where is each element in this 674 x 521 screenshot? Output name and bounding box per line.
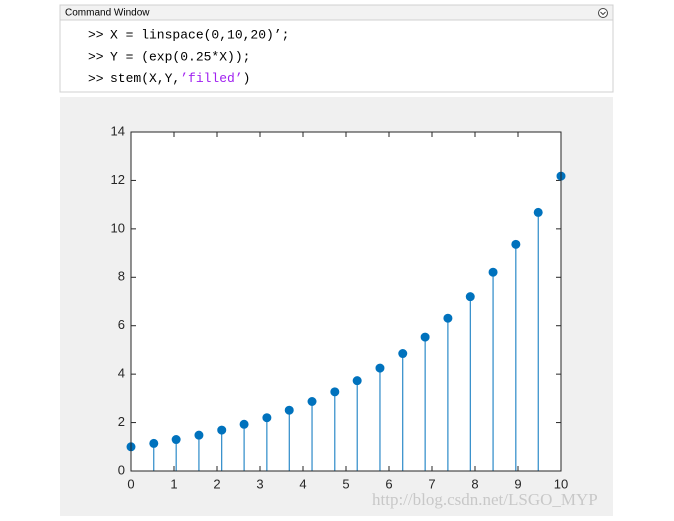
y-tick-label: 12: [111, 172, 125, 187]
stem-marker: [488, 267, 498, 277]
stem-marker: [239, 419, 249, 429]
x-tick-label: 6: [385, 476, 392, 491]
stem-marker: [171, 435, 181, 445]
stem-marker: [352, 376, 362, 386]
prompt: >>: [88, 71, 104, 86]
stem-marker: [420, 332, 430, 342]
command-window-header: [59, 4, 614, 21]
x-tick-label: 1: [170, 476, 177, 491]
prompt: >>: [88, 27, 104, 42]
command-window-title: Command Window: [65, 8, 150, 19]
menu-button[interactable]: [598, 8, 608, 18]
y-tick-label: 8: [118, 269, 125, 284]
stem-marker: [398, 349, 408, 359]
code: stem(X,Y,: [110, 71, 180, 86]
prompt: >>: [88, 49, 104, 64]
stem-marker: [330, 387, 340, 397]
code: ): [243, 71, 251, 86]
y-tick-label: 10: [111, 220, 125, 235]
code-string: ’filled’: [180, 71, 242, 86]
x-tick-label: 5: [342, 476, 349, 491]
stem-marker: [443, 313, 453, 323]
code: X = linspace(0,10,20)’;: [110, 27, 289, 42]
stem-marker: [533, 207, 543, 217]
code-line: stem(X,Y,’filled’): [110, 71, 250, 86]
stem-marker: [375, 363, 385, 373]
stem-marker: [284, 405, 294, 415]
stem-marker: [262, 413, 272, 423]
menu-arrow: [600, 11, 606, 16]
stem-marker: [465, 292, 475, 302]
stem-marker: [149, 438, 159, 448]
x-tick-label: 2: [213, 476, 220, 491]
stem-marker: [217, 425, 227, 435]
x-tick-label: 7: [428, 476, 435, 491]
x-tick-label: 10: [554, 476, 568, 491]
x-tick-label: 9: [514, 476, 521, 491]
stem-marker: [307, 397, 317, 407]
watermark: http://blog.csdn.net/LSGO_MYP: [372, 490, 598, 509]
y-tick-label: 6: [118, 317, 125, 332]
y-tick-label: 0: [118, 462, 125, 477]
stem-marker: [511, 239, 521, 249]
axes-box: [130, 131, 562, 472]
axes: [131, 132, 561, 471]
stem-marker: [194, 430, 204, 440]
y-tick-label: 2: [118, 414, 125, 429]
y-tick-label: 14: [111, 123, 125, 138]
code: Y = (exp(0.25*X));: [110, 49, 250, 64]
y-tick-label: 4: [118, 366, 125, 381]
x-tick-label: 0: [127, 476, 134, 491]
x-tick-label: 8: [471, 476, 478, 491]
x-tick-label: 4: [299, 476, 306, 491]
x-tick-label: 3: [256, 476, 263, 491]
